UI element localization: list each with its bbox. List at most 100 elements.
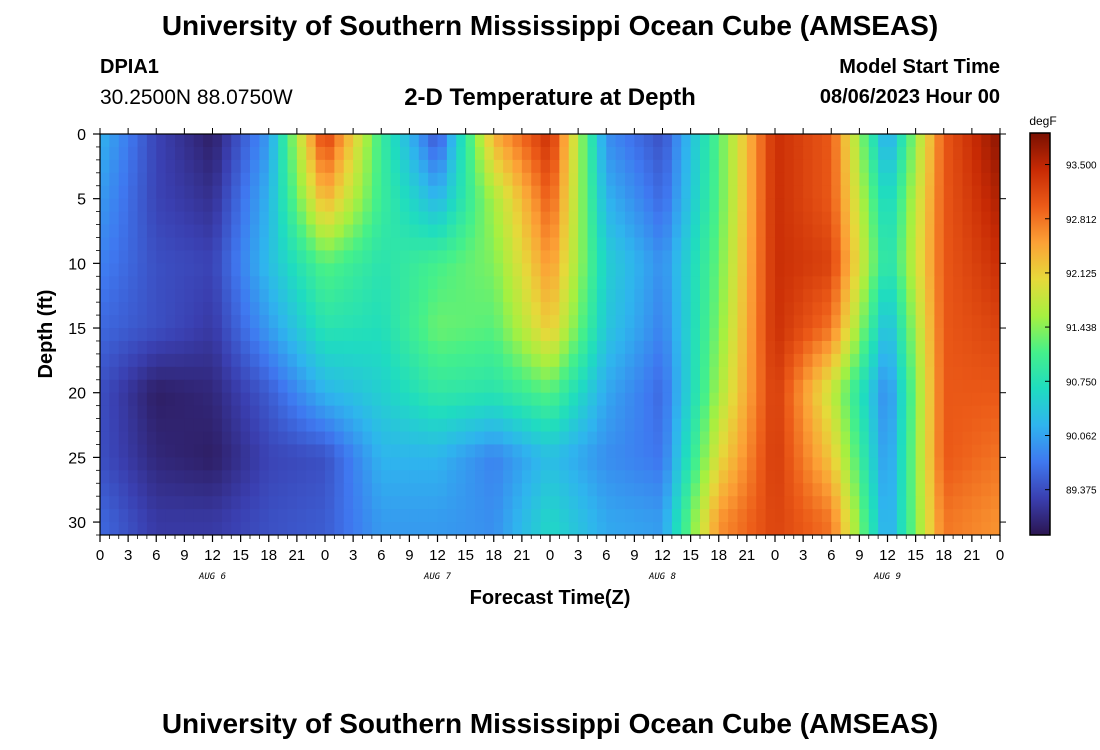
heatmap-cell bbox=[521, 392, 532, 407]
heatmap-cell bbox=[662, 418, 673, 433]
heatmap-cell bbox=[165, 250, 176, 264]
heatmap-cell bbox=[362, 172, 373, 187]
heatmap-cell bbox=[859, 250, 870, 264]
heatmap-cell bbox=[428, 302, 439, 316]
heatmap-cell bbox=[193, 237, 204, 252]
heatmap-cell bbox=[371, 289, 382, 303]
heatmap-cell bbox=[615, 224, 626, 239]
heatmap-cell bbox=[812, 276, 823, 290]
heatmap-cell bbox=[840, 211, 851, 226]
heatmap-cell bbox=[540, 405, 551, 420]
heatmap-cell bbox=[203, 444, 214, 458]
heatmap-cell bbox=[128, 250, 139, 264]
heatmap-cell bbox=[521, 444, 532, 458]
heatmap-cell bbox=[465, 146, 476, 161]
heatmap-cell bbox=[859, 237, 870, 252]
heatmap-cell bbox=[925, 146, 935, 161]
heatmap-cell bbox=[596, 405, 607, 420]
heatmap-cell bbox=[803, 328, 814, 342]
heatmap-cell bbox=[371, 392, 382, 407]
heatmap-cell bbox=[737, 522, 748, 535]
heatmap-cell bbox=[371, 328, 382, 342]
heatmap-cell bbox=[250, 405, 260, 420]
heatmap-cell bbox=[128, 366, 139, 381]
heatmap-cell bbox=[418, 457, 429, 471]
heatmap-cell bbox=[512, 418, 523, 433]
heatmap-cell bbox=[512, 328, 523, 342]
heatmap-cell bbox=[296, 366, 307, 381]
heatmap-cell bbox=[184, 444, 195, 458]
heatmap-cell bbox=[446, 353, 457, 368]
heatmap-cell bbox=[381, 276, 392, 290]
heatmap-cell bbox=[915, 224, 926, 239]
heatmap-cell bbox=[775, 392, 785, 407]
heatmap-cell bbox=[362, 159, 373, 174]
heatmap-cell bbox=[925, 392, 935, 407]
heatmap-cell bbox=[868, 134, 879, 148]
heatmap-cell bbox=[690, 211, 701, 226]
y-tick-label: 10 bbox=[68, 256, 86, 273]
heatmap-cell bbox=[934, 224, 945, 239]
heatmap-cell bbox=[446, 340, 457, 355]
heatmap-cell bbox=[653, 431, 664, 446]
heatmap-cell bbox=[690, 146, 701, 161]
heatmap-cell bbox=[512, 392, 523, 407]
heatmap-cell bbox=[156, 198, 167, 213]
heatmap-cell bbox=[653, 340, 664, 355]
heatmap-cell bbox=[100, 444, 110, 458]
heatmap-cell bbox=[437, 509, 448, 523]
heatmap-cell bbox=[165, 237, 176, 252]
heatmap-cell bbox=[484, 457, 495, 471]
heatmap-cell bbox=[812, 457, 823, 471]
heatmap-cell bbox=[784, 353, 795, 368]
heatmap-cell bbox=[475, 237, 485, 252]
heatmap-cell bbox=[737, 340, 748, 355]
heatmap-cell bbox=[109, 211, 120, 226]
heatmap-cell bbox=[193, 276, 204, 290]
heatmap-cell bbox=[728, 418, 739, 433]
heatmap-cell bbox=[418, 328, 429, 342]
heatmap-cell bbox=[400, 379, 410, 394]
heatmap-cell bbox=[334, 405, 345, 420]
heatmap-cell bbox=[784, 302, 795, 316]
x-tick-label: 6 bbox=[152, 547, 160, 564]
heatmap-cell bbox=[681, 159, 692, 174]
heatmap-cell bbox=[868, 328, 879, 342]
heatmap-cell bbox=[343, 302, 354, 316]
heatmap-cell bbox=[259, 328, 270, 342]
heatmap-cell bbox=[643, 172, 654, 187]
heatmap-cell bbox=[934, 315, 945, 329]
heatmap-cell bbox=[690, 379, 701, 394]
heatmap-cell bbox=[859, 392, 870, 407]
heatmap-cell bbox=[531, 496, 542, 510]
heatmap-cell bbox=[456, 522, 467, 535]
heatmap-cell bbox=[465, 134, 476, 148]
heatmap-cell bbox=[484, 340, 495, 355]
heatmap-cell bbox=[278, 315, 289, 329]
heatmap-cell bbox=[812, 444, 823, 458]
heatmap-cell bbox=[737, 159, 748, 174]
heatmap-cell bbox=[625, 263, 635, 277]
heatmap-cell bbox=[756, 457, 767, 471]
heatmap-cell bbox=[475, 496, 485, 510]
heatmap-cell bbox=[615, 263, 626, 277]
heatmap-cell bbox=[334, 276, 345, 290]
heatmap-cell bbox=[746, 457, 757, 471]
heatmap-cell bbox=[775, 224, 785, 239]
heatmap-cell bbox=[493, 444, 504, 458]
heatmap-cell bbox=[165, 496, 176, 510]
heatmap-cell bbox=[381, 159, 392, 174]
x-day-label: AUG 7 bbox=[423, 572, 452, 582]
heatmap-cell bbox=[896, 379, 907, 394]
heatmap-cell bbox=[446, 159, 457, 174]
heatmap-cell bbox=[156, 185, 167, 200]
heatmap-cell bbox=[915, 340, 926, 355]
heatmap-cell bbox=[587, 483, 598, 497]
heatmap-cell bbox=[578, 444, 589, 458]
heatmap-cell bbox=[868, 146, 879, 161]
heatmap-cell bbox=[250, 509, 260, 523]
heatmap-cell bbox=[118, 263, 129, 277]
heatmap-cell bbox=[821, 224, 832, 239]
heatmap-cell bbox=[484, 522, 495, 535]
heatmap-cell bbox=[128, 353, 139, 368]
